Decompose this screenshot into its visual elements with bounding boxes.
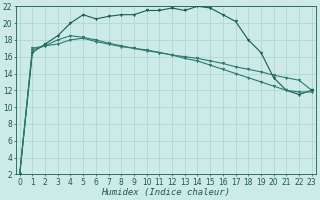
X-axis label: Humidex (Indice chaleur): Humidex (Indice chaleur) (101, 188, 230, 197)
